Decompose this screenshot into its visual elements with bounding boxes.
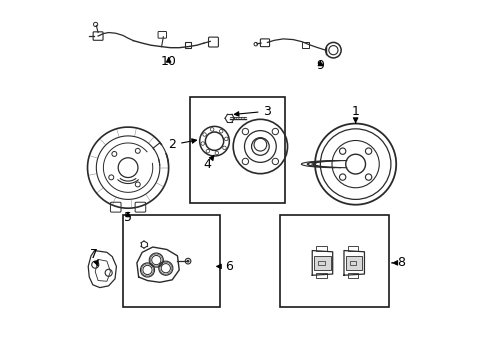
Text: 8: 8 xyxy=(391,256,405,269)
Text: 1: 1 xyxy=(351,105,359,123)
Text: 6: 6 xyxy=(216,260,232,273)
Bar xyxy=(185,42,190,48)
Text: 4: 4 xyxy=(203,155,214,171)
Bar xyxy=(314,256,330,270)
Circle shape xyxy=(186,260,189,262)
Bar xyxy=(279,215,388,307)
Bar xyxy=(346,256,362,270)
Bar xyxy=(316,273,326,278)
Bar xyxy=(318,261,324,265)
Bar xyxy=(349,261,356,265)
Text: 3: 3 xyxy=(234,105,271,118)
Bar xyxy=(347,246,358,251)
Text: 5: 5 xyxy=(124,211,132,224)
Bar xyxy=(189,97,285,203)
Text: 2: 2 xyxy=(168,138,196,151)
Bar xyxy=(347,273,358,278)
Bar xyxy=(316,246,326,251)
Text: 9: 9 xyxy=(316,59,324,72)
Text: 7: 7 xyxy=(89,248,98,266)
Text: 10: 10 xyxy=(161,55,176,68)
Bar xyxy=(302,42,308,48)
Bar xyxy=(122,215,219,307)
